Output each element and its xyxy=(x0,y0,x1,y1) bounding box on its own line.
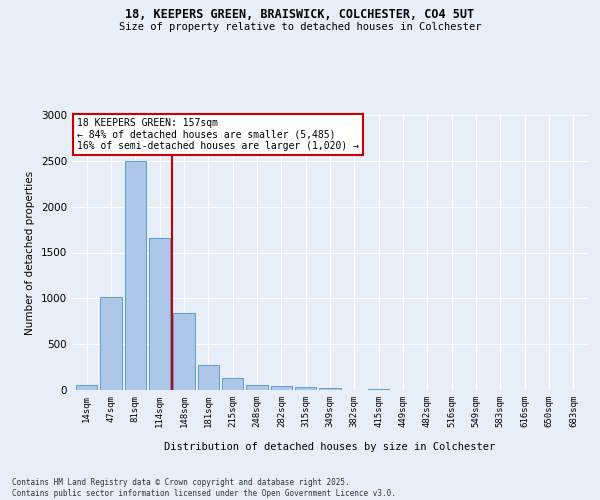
Text: 18, KEEPERS GREEN, BRAISWICK, COLCHESTER, CO4 5UT: 18, KEEPERS GREEN, BRAISWICK, COLCHESTER… xyxy=(125,8,475,20)
Bar xyxy=(125,161,146,390)
Bar xyxy=(368,388,389,390)
Y-axis label: Number of detached properties: Number of detached properties xyxy=(25,170,35,334)
Bar xyxy=(319,388,341,390)
Text: Contains HM Land Registry data © Crown copyright and database right 2025.
Contai: Contains HM Land Registry data © Crown c… xyxy=(12,478,396,498)
Text: Size of property relative to detached houses in Colchester: Size of property relative to detached ho… xyxy=(119,22,481,32)
Bar xyxy=(173,313,194,390)
Bar xyxy=(295,387,316,390)
Bar xyxy=(271,386,292,390)
Text: Distribution of detached houses by size in Colchester: Distribution of detached houses by size … xyxy=(164,442,496,452)
Text: 18 KEEPERS GREEN: 157sqm
← 84% of detached houses are smaller (5,485)
16% of sem: 18 KEEPERS GREEN: 157sqm ← 84% of detach… xyxy=(77,118,359,151)
Bar xyxy=(149,238,170,390)
Bar xyxy=(76,385,97,390)
Bar xyxy=(222,378,244,390)
Bar xyxy=(100,298,122,390)
Bar xyxy=(246,385,268,390)
Bar xyxy=(197,365,219,390)
